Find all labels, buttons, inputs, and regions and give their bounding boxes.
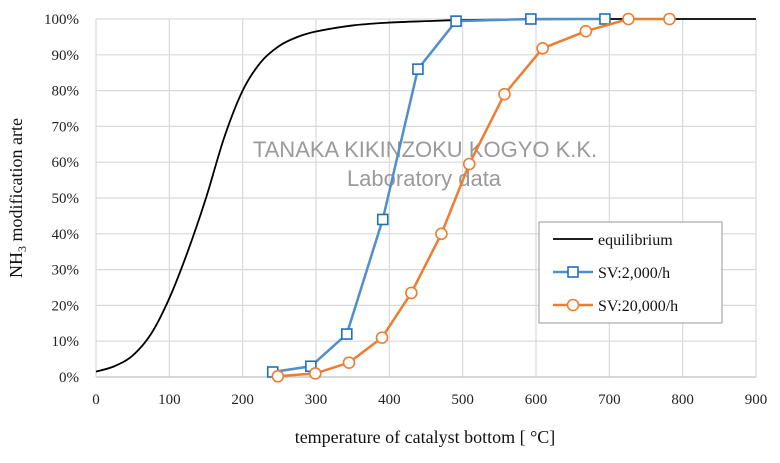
- x-tick-label: 400: [378, 392, 401, 408]
- x-tick-label: 100: [158, 392, 181, 408]
- x-tick-label: 700: [598, 392, 621, 408]
- x-axis-title: temperature of catalyst bottom [ °C]: [295, 427, 556, 447]
- legend-label-sv20000: SV:20,000/h: [598, 298, 678, 315]
- data-point-square: [599, 13, 611, 25]
- legend-square-marker-icon: [567, 266, 579, 278]
- y-axis-title-rest: modification arte: [6, 118, 26, 246]
- data-point-circle: [579, 24, 593, 38]
- data-point-circle: [622, 12, 635, 26]
- y-tick-label: 40%: [52, 227, 80, 243]
- data-point-circle: [342, 356, 356, 369]
- legend-circle-marker-icon: [566, 298, 580, 312]
- y-tick-label: 30%: [52, 263, 80, 279]
- data-point-circle: [462, 157, 476, 171]
- x-tick-label: 200: [231, 392, 254, 408]
- data-point-square: [340, 328, 353, 340]
- data-point-circle: [663, 12, 676, 26]
- y-tick-label: 70%: [52, 119, 80, 135]
- watermark-line-1: TANAKA KIKINZOKU KOGYO K.K.: [253, 137, 597, 162]
- y-axis-ticks: 0% 10% 20% 30% 40% 50% 60% 70% 80% 90% 100%: [44, 12, 79, 386]
- data-point-circle: [308, 367, 322, 380]
- x-tick-label: 500: [451, 392, 474, 408]
- data-point-circle: [271, 369, 285, 383]
- series-sv20000: [271, 12, 676, 383]
- y-tick-label: 0%: [59, 370, 79, 386]
- x-tick-label: 600: [525, 392, 548, 408]
- data-point-circle: [435, 227, 448, 241]
- y-tick-label: 100%: [44, 12, 79, 28]
- y-axis-title-main: NH: [6, 252, 26, 278]
- legend: equilibrium SV:2,000/h SV:20,000/h: [538, 221, 723, 324]
- data-point-circle: [375, 331, 389, 344]
- watermark: TANAKA KIKINZOKU KOGYO K.K. Laboratory d…: [253, 137, 597, 191]
- data-point-square: [525, 13, 537, 25]
- y-tick-label: 10%: [52, 334, 80, 350]
- data-point-square: [450, 15, 462, 27]
- x-tick-label: 800: [671, 392, 694, 408]
- watermark-line-2: Laboratory data: [347, 166, 502, 191]
- y-axis-title-subscript: 3: [15, 246, 29, 252]
- series-layer: [95, 12, 756, 383]
- data-point-circle: [405, 286, 418, 300]
- legend-label-equilibrium: equilibrium: [598, 232, 673, 249]
- y-axis-title: NH3 modification arte: [6, 118, 29, 278]
- y-tick-label: 50%: [52, 191, 80, 207]
- x-tick-label: 0: [92, 392, 100, 408]
- x-axis-ticks: 0 100 200 300 400 500 600 700 800 900: [92, 392, 767, 408]
- data-point-circle: [498, 87, 511, 101]
- legend-label-sv2000: SV:2,000/h: [598, 265, 670, 282]
- data-point-square: [376, 213, 389, 226]
- y-tick-label: 20%: [52, 298, 80, 314]
- series-line: [272, 17, 605, 374]
- data-point-circle: [536, 42, 549, 55]
- y-tick-label: 90%: [52, 48, 80, 64]
- x-tick-label: 900: [745, 392, 768, 408]
- y-tick-label: 60%: [52, 155, 80, 171]
- x-tick-label: 300: [305, 392, 328, 408]
- y-tick-label: 80%: [52, 84, 80, 100]
- data-point-square: [412, 63, 424, 75]
